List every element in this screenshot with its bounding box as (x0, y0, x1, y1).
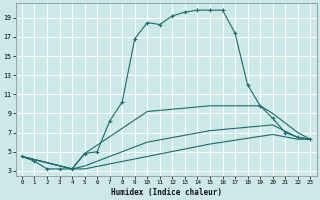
X-axis label: Humidex (Indice chaleur): Humidex (Indice chaleur) (111, 188, 221, 197)
